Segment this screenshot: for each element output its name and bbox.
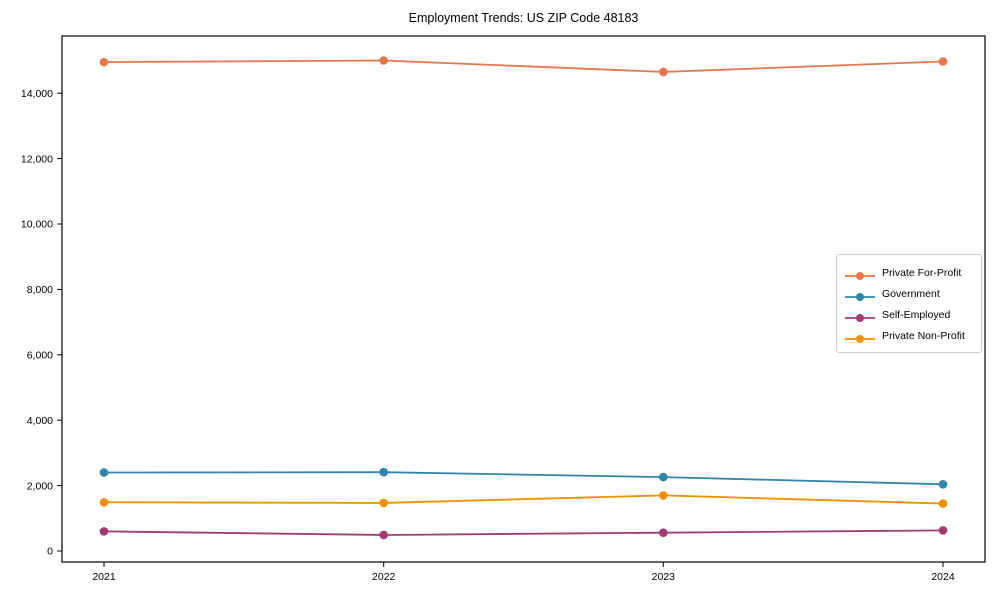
plot-border — [61, 35, 986, 563]
series-line-self-employed — [103, 529, 944, 536]
legend-line-marker-icon — [845, 331, 875, 343]
data-point-self-employed-2022 — [379, 530, 389, 540]
y-axis-tick-label: 10,000 — [21, 219, 53, 231]
series-line-government — [103, 471, 944, 486]
data-point-self-employed-2023 — [659, 528, 668, 537]
legend-item: Private For-Profit — [845, 262, 973, 283]
data-point-private-for-profit-2024 — [938, 57, 948, 66]
x-axis-tick-label: 2021 — [92, 571, 116, 583]
legend-line-marker-icon — [845, 310, 875, 322]
legend-item: Self-Employed — [845, 304, 973, 325]
y-axis-tick-label: 4,000 — [27, 415, 53, 427]
y-axis-tick-label: 2,000 — [27, 480, 53, 492]
y-axis-tick-label: 6,000 — [27, 350, 53, 362]
data-point-private-non-profit-2021 — [99, 497, 109, 507]
y-axis-tick-label: 0 — [47, 546, 53, 558]
legend-line-marker-icon — [845, 289, 875, 301]
legend-line-marker-icon — [845, 268, 875, 280]
data-point-government-2021 — [99, 468, 109, 477]
data-point-self-employed-2021 — [99, 527, 109, 536]
data-point-private-for-profit-2021 — [99, 57, 109, 67]
legend-item: Private Non-Profit — [845, 325, 973, 346]
x-axis-tick-label: 2024 — [931, 571, 955, 583]
data-point-government-2024 — [938, 479, 948, 489]
data-point-self-employed-2024 — [938, 526, 948, 535]
legend-dot — [856, 292, 864, 301]
legend-dot — [856, 334, 864, 343]
chart-title: Employment Trends: US ZIP Code 48183 — [408, 11, 639, 25]
legend: Private For-Profit Government Self-Employe… — [836, 254, 982, 353]
legend-label: Self-Employed — [882, 308, 951, 321]
data-point-government-2023 — [659, 472, 668, 482]
data-point-private-non-profit-2023 — [659, 491, 668, 500]
x-axis-tick-label: 2022 — [372, 571, 396, 583]
data-point-private-for-profit-2023 — [659, 67, 668, 77]
series-line-private-non-profit — [103, 494, 944, 505]
y-axis-tick-label: 8,000 — [27, 284, 53, 296]
legend-item: Government — [845, 283, 973, 304]
series-line-private-for-profit — [103, 59, 944, 73]
data-point-private-non-profit-2022 — [379, 498, 389, 508]
legend-label: Private Non-Profit — [882, 329, 965, 342]
y-axis-tick-label: 14,000 — [21, 88, 53, 100]
y-axis-tick-label: 12,000 — [21, 153, 53, 165]
data-point-private-non-profit-2024 — [938, 499, 948, 508]
legend-dot — [856, 271, 864, 280]
legend-dot — [856, 313, 864, 322]
x-axis-tick-label: 2023 — [652, 571, 676, 583]
legend-label: Government — [882, 287, 940, 300]
data-point-private-for-profit-2022 — [379, 56, 389, 65]
legend-label: Private For-Profit — [882, 266, 962, 279]
data-point-government-2022 — [379, 467, 389, 477]
